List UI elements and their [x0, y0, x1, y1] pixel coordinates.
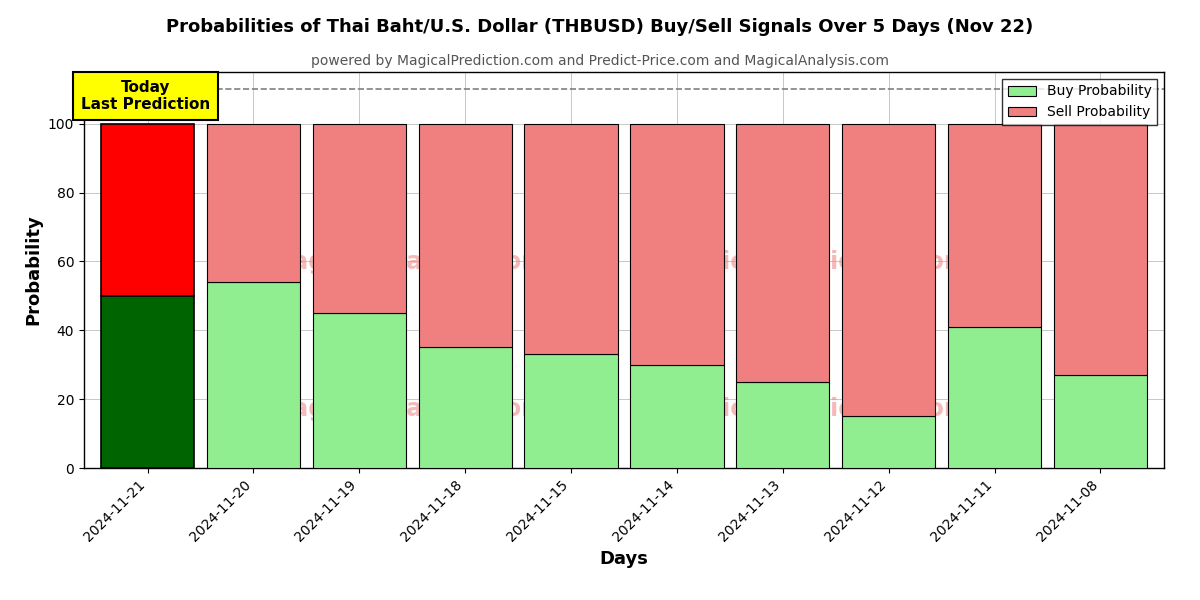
- Bar: [524, 124, 618, 355]
- Text: Probabilities of Thai Baht/U.S. Dollar (THBUSD) Buy/Sell Signals Over 5 Days (No: Probabilities of Thai Baht/U.S. Dollar (…: [167, 18, 1033, 36]
- Text: MagicalAnalysis.com: MagicalAnalysis.com: [270, 397, 546, 421]
- Bar: [101, 296, 194, 468]
- Bar: [419, 124, 511, 347]
- Bar: [206, 282, 300, 468]
- Bar: [1054, 124, 1147, 375]
- Bar: [948, 327, 1042, 468]
- Text: MagicalPrediction.com: MagicalPrediction.com: [667, 250, 970, 274]
- Bar: [524, 355, 618, 468]
- Bar: [206, 124, 300, 282]
- Bar: [737, 124, 829, 382]
- Bar: [630, 124, 724, 365]
- Text: Today
Last Prediction: Today Last Prediction: [80, 80, 210, 112]
- Y-axis label: Probability: Probability: [24, 215, 42, 325]
- Bar: [842, 124, 935, 416]
- Text: MagicalPrediction.com: MagicalPrediction.com: [667, 397, 970, 421]
- Bar: [630, 365, 724, 468]
- Bar: [101, 124, 194, 296]
- Bar: [842, 416, 935, 468]
- Bar: [737, 382, 829, 468]
- Bar: [419, 347, 511, 468]
- X-axis label: Days: Days: [600, 550, 648, 568]
- Text: powered by MagicalPrediction.com and Predict-Price.com and MagicalAnalysis.com: powered by MagicalPrediction.com and Pre…: [311, 54, 889, 68]
- Bar: [1054, 375, 1147, 468]
- Text: MagicalAnalysis.com: MagicalAnalysis.com: [270, 250, 546, 274]
- Bar: [313, 313, 406, 468]
- Legend: Buy Probability, Sell Probability: Buy Probability, Sell Probability: [1002, 79, 1157, 125]
- Bar: [948, 124, 1042, 327]
- Bar: [313, 124, 406, 313]
